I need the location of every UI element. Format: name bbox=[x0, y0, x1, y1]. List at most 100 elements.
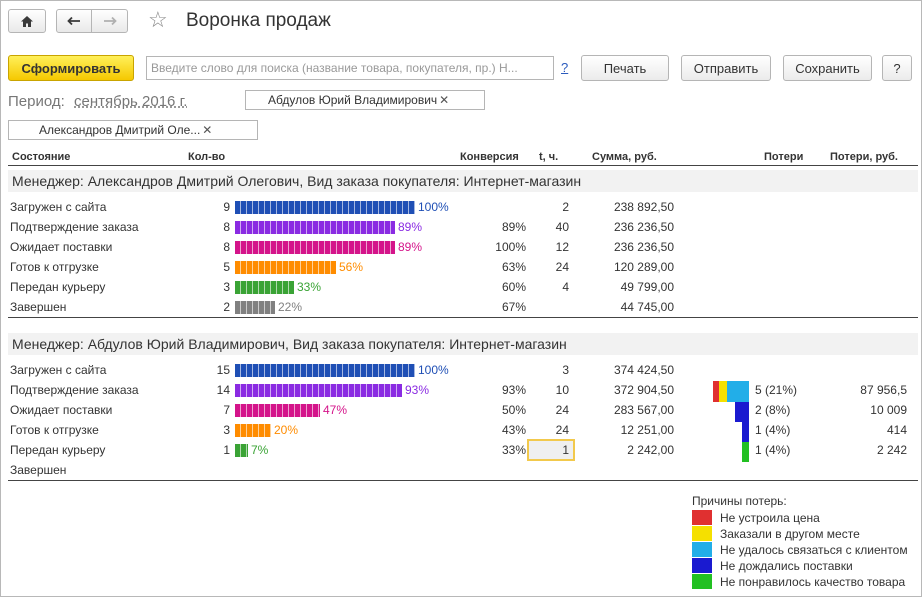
legend-title: Причины потерь: bbox=[692, 494, 787, 508]
row-state[interactable]: Готов к отгрузке bbox=[10, 423, 99, 437]
send-button[interactable]: Отправить bbox=[681, 55, 771, 81]
group-divider bbox=[8, 317, 918, 318]
funnel-percent: 93% bbox=[405, 383, 430, 397]
row-state[interactable]: Передан курьеру bbox=[10, 280, 106, 294]
row-losses-rub[interactable]: 414 bbox=[886, 423, 907, 437]
legend-swatch bbox=[692, 526, 712, 541]
column-header-losses-rub[interactable]: Потери, руб. bbox=[830, 151, 898, 163]
manager-filter-2-label: Александров Дмитрий Оле... bbox=[39, 123, 201, 137]
row-losses[interactable]: 2 (8%) bbox=[755, 403, 791, 417]
row-time[interactable]: 24 bbox=[555, 423, 569, 437]
row-qty[interactable]: 3 bbox=[223, 423, 230, 437]
row-time[interactable]: 2 bbox=[562, 200, 569, 214]
legend-item: Не дождались поставки bbox=[692, 558, 853, 573]
period-label: Период: bbox=[8, 93, 65, 110]
row-state[interactable]: Ожидает поставки bbox=[10, 403, 113, 417]
row-losses-rub[interactable]: 2 242 bbox=[876, 443, 907, 457]
search-input[interactable]: Введите слово для поиска (название товар… bbox=[146, 56, 554, 80]
save-button[interactable]: Сохранить bbox=[783, 55, 872, 81]
row-state[interactable]: Подтверждение заказа bbox=[10, 220, 139, 234]
row-sum[interactable]: 238 892,50 bbox=[613, 200, 674, 214]
print-button[interactable]: Печать bbox=[581, 55, 669, 81]
row-state[interactable]: Загружен с сайта bbox=[10, 200, 107, 214]
row-qty[interactable]: 7 bbox=[223, 403, 230, 417]
row-losses[interactable]: 1 (4%) bbox=[755, 423, 791, 437]
row-sum[interactable]: 236 236,50 bbox=[613, 240, 674, 254]
column-header-sum[interactable]: Сумма, руб. bbox=[592, 151, 657, 163]
row-sum[interactable]: 374 424,50 bbox=[613, 363, 674, 377]
row-time[interactable]: 1 bbox=[562, 443, 569, 457]
row-qty[interactable]: 8 bbox=[223, 240, 230, 254]
row-state[interactable]: Завершен bbox=[10, 463, 67, 477]
row-qty[interactable]: 8 bbox=[223, 220, 230, 234]
row-sum[interactable]: 12 251,00 bbox=[620, 423, 674, 437]
row-sum[interactable]: 2 242,00 bbox=[627, 443, 674, 457]
row-sum[interactable]: 120 289,00 bbox=[613, 260, 674, 274]
row-qty[interactable]: 2 bbox=[223, 300, 230, 314]
row-qty[interactable]: 15 bbox=[216, 363, 230, 377]
row-conversion[interactable]: 93% bbox=[501, 383, 526, 397]
row-conversion[interactable]: 63% bbox=[501, 260, 526, 274]
column-header-losses[interactable]: Потери bbox=[764, 151, 804, 163]
row-state[interactable]: Загружен с сайта bbox=[10, 363, 107, 377]
row-qty[interactable]: 14 bbox=[216, 383, 230, 397]
row-conversion[interactable]: 33% bbox=[501, 443, 526, 457]
row-conversion[interactable]: 43% bbox=[501, 423, 526, 437]
generate-button[interactable]: Сформировать bbox=[8, 55, 134, 81]
loss-bar-quality bbox=[742, 442, 749, 462]
row-state[interactable]: Готов к отгрузке bbox=[10, 260, 99, 274]
row-state[interactable]: Ожидает поставки bbox=[10, 240, 113, 254]
row-losses[interactable]: 1 (4%) bbox=[755, 443, 791, 457]
row-qty[interactable]: 3 bbox=[223, 280, 230, 294]
column-header-state[interactable]: Состояние bbox=[12, 151, 71, 163]
row-sum[interactable]: 236 236,50 bbox=[613, 220, 674, 234]
row-state[interactable]: Передан курьеру bbox=[10, 443, 106, 457]
funnel-bar bbox=[235, 301, 275, 314]
page-title: Воронка продаж bbox=[186, 10, 331, 31]
row-time[interactable]: 24 bbox=[555, 260, 569, 274]
back-button[interactable] bbox=[56, 9, 92, 33]
funnel-percent: 100% bbox=[418, 363, 449, 377]
row-time[interactable]: 3 bbox=[562, 363, 569, 377]
row-qty[interactable]: 5 bbox=[223, 260, 230, 274]
legend-item: Не понравилось качество товара bbox=[692, 574, 905, 589]
row-time[interactable]: 12 bbox=[555, 240, 569, 254]
column-header-conversion[interactable]: Конверсия bbox=[460, 151, 519, 163]
remove-filter-icon[interactable]: ✕ bbox=[439, 93, 450, 107]
row-qty[interactable]: 9 bbox=[223, 200, 230, 214]
row-time[interactable]: 4 bbox=[562, 280, 569, 294]
column-header-time[interactable]: t, ч. bbox=[539, 151, 559, 163]
row-conversion[interactable]: 50% bbox=[501, 403, 526, 417]
help-button[interactable]: ? bbox=[882, 55, 912, 81]
row-qty[interactable]: 1 bbox=[223, 443, 230, 457]
row-sum[interactable]: 283 567,00 bbox=[613, 403, 674, 417]
row-time[interactable]: 24 bbox=[555, 403, 569, 417]
column-header-qty[interactable]: Кол-во bbox=[188, 151, 226, 163]
row-conversion[interactable]: 67% bbox=[501, 300, 526, 314]
forward-button[interactable] bbox=[91, 9, 128, 33]
search-help-link[interactable]: ? bbox=[561, 60, 569, 75]
row-losses-rub[interactable]: 87 956,5 bbox=[860, 383, 907, 397]
row-time[interactable]: 40 bbox=[555, 220, 569, 234]
row-conversion[interactable]: 89% bbox=[501, 220, 526, 234]
row-time[interactable]: 10 bbox=[555, 383, 569, 397]
row-sum[interactable]: 372 904,50 bbox=[613, 383, 674, 397]
group-header: Менеджер: Александров Дмитрий Олегович, … bbox=[8, 170, 918, 192]
row-sum[interactable]: 49 799,00 bbox=[620, 280, 674, 294]
legend-swatch bbox=[692, 574, 712, 589]
row-sum[interactable]: 44 745,00 bbox=[620, 300, 674, 314]
row-losses-rub[interactable]: 10 009 bbox=[870, 403, 907, 417]
favorite-star-icon[interactable]: ☆ bbox=[148, 7, 168, 32]
row-losses[interactable]: 5 (21%) bbox=[755, 383, 798, 397]
row-conversion[interactable]: 100% bbox=[495, 240, 526, 254]
row-conversion[interactable]: 60% bbox=[501, 280, 526, 294]
manager-filter-1[interactable]: Абдулов Юрий Владимирович ✕ bbox=[245, 90, 485, 110]
period-selector[interactable]: сентябрь 2016 г. bbox=[74, 93, 188, 110]
manager-filter-2[interactable]: Александров Дмитрий Оле... ✕ bbox=[8, 120, 258, 140]
row-state[interactable]: Завершен bbox=[10, 300, 67, 314]
remove-filter-icon[interactable]: ✕ bbox=[202, 123, 213, 137]
home-button[interactable] bbox=[8, 9, 46, 33]
row-state[interactable]: Подтверждение заказа bbox=[10, 383, 139, 397]
selected-cell[interactable] bbox=[527, 439, 575, 461]
group-divider bbox=[8, 480, 918, 481]
